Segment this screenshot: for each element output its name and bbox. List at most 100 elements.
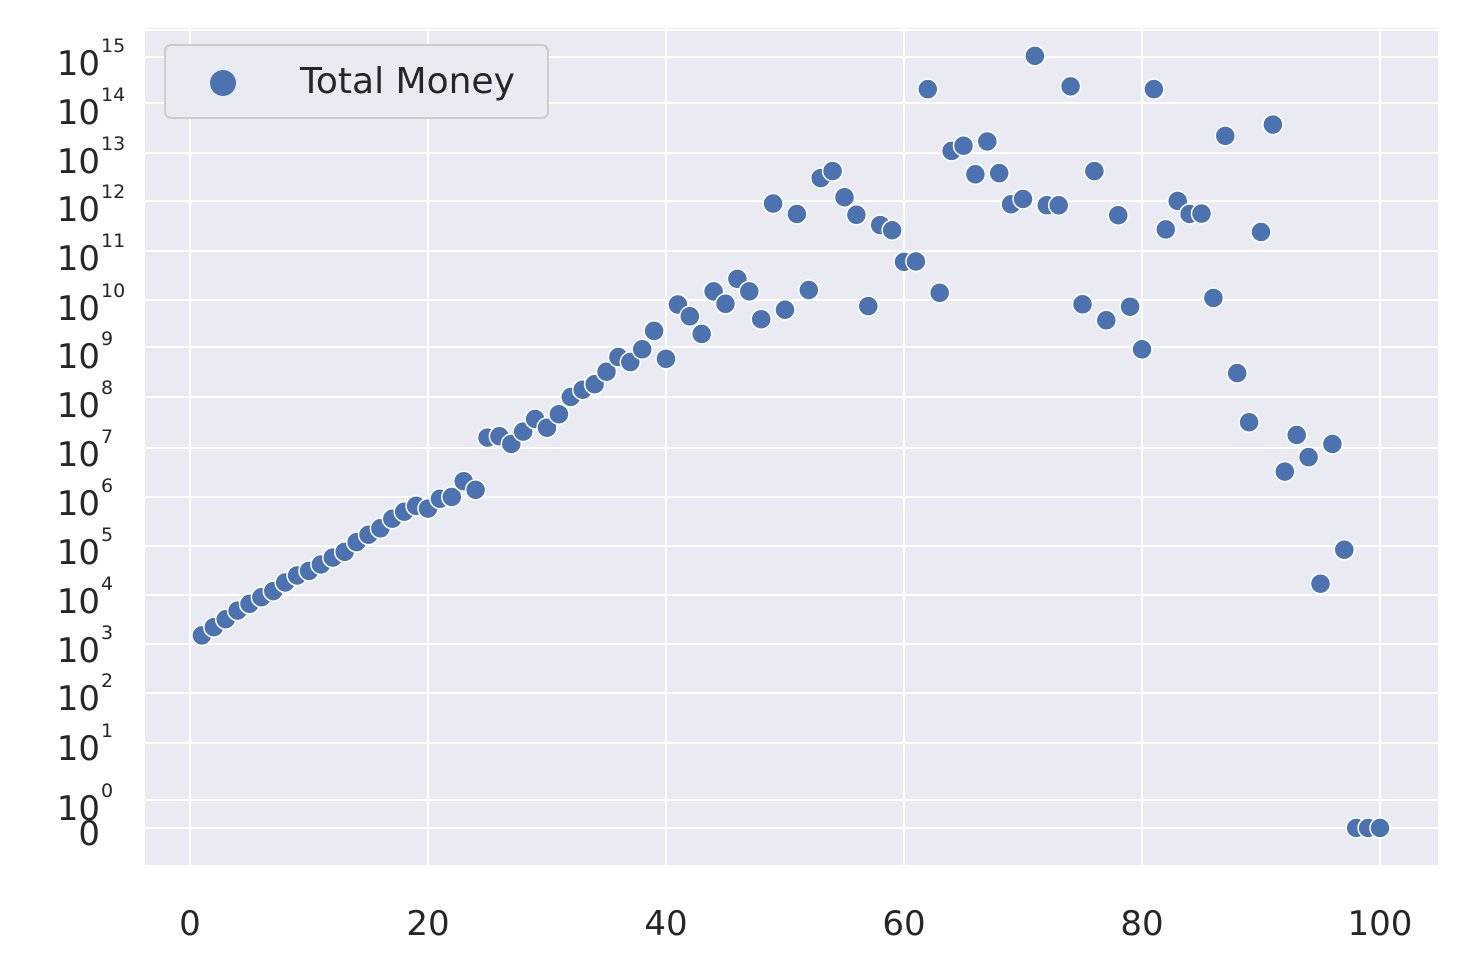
data-point [988, 162, 1010, 184]
y-tick-base: 10 [57, 729, 100, 769]
data-point [1012, 188, 1034, 210]
legend-box [164, 44, 549, 119]
y-tick-label: 10 2 [57, 670, 113, 719]
y-tick-label: 10 8 [57, 377, 113, 426]
y-tick-exponent: 13 [101, 133, 125, 155]
data-point [1214, 125, 1237, 147]
y-tick-exponent: 14 [101, 84, 125, 106]
y-tick-exponent: 9 [101, 328, 113, 350]
data-point [1238, 411, 1260, 433]
y-tick-base: 10 [57, 484, 100, 524]
x-tick-label: 80 [1120, 904, 1163, 944]
y-tick-exponent: 3 [101, 622, 113, 644]
y-tick-base: 10 [57, 679, 100, 719]
data-point [679, 305, 701, 328]
y-tick-label: 10 4 [57, 573, 113, 622]
data-point [595, 360, 618, 383]
y-tick-label: 10 5 [57, 524, 113, 573]
legend: Total Money [164, 44, 549, 119]
data-point [655, 348, 677, 370]
y-tick-base: 10 [57, 631, 100, 671]
y-tick-label: 10 13 [57, 133, 125, 182]
data-point [774, 299, 796, 321]
y-tick-label: 10 10 [57, 280, 125, 329]
y-tick-exponent: 1 [101, 720, 113, 742]
data-point [1047, 194, 1070, 217]
y-tick-exponent: 6 [101, 475, 113, 497]
y-tick-label: 0 [78, 814, 100, 854]
data-point [1024, 45, 1046, 67]
y-tick-base: 10 [57, 582, 100, 622]
data-point [464, 479, 487, 501]
y-tick-label: 10 15 [57, 35, 125, 84]
data-point [1155, 218, 1177, 241]
data-point [548, 403, 570, 425]
data-point [690, 323, 713, 345]
y-tick-base: 10 [57, 533, 100, 573]
data-point [536, 416, 558, 439]
data-point [845, 204, 868, 226]
data-point [1083, 160, 1106, 182]
x-tick-label: 0 [179, 904, 201, 944]
y-tick-exponent: 12 [101, 181, 125, 203]
y-tick-exponent: 11 [101, 230, 125, 252]
data-point [964, 163, 987, 186]
data-point [1309, 572, 1332, 595]
data-point [881, 219, 903, 242]
data-point [1190, 202, 1213, 225]
plot-background [145, 28, 1438, 865]
data-point [917, 78, 939, 100]
data-point [1202, 287, 1225, 309]
x-tick-label: 100 [1348, 904, 1413, 944]
data-point [1333, 538, 1356, 561]
y-tick-exponent: 7 [101, 426, 113, 448]
data-point [798, 279, 820, 301]
y-tick-base: 0 [78, 814, 100, 854]
data-point [1095, 309, 1118, 332]
x-tick-label: 60 [882, 904, 925, 944]
data-point [1226, 362, 1248, 384]
data-point [643, 320, 665, 342]
data-point [750, 308, 772, 330]
data-point [738, 280, 761, 303]
data-point [1107, 204, 1129, 226]
y-tick-base: 10 [57, 239, 100, 279]
y-tick-label: 10 9 [57, 328, 113, 377]
y-tick-base: 10 [57, 386, 100, 426]
data-point [976, 130, 999, 153]
y-tick-base: 10 [57, 435, 100, 475]
x-grid-lines [189, 28, 1381, 865]
y-tick-label: 10 11 [57, 230, 125, 279]
data-point [1297, 446, 1320, 468]
data-point [928, 282, 951, 304]
data-point [821, 160, 844, 182]
legend-marker [210, 70, 236, 96]
y-tick-label: 10 3 [57, 622, 113, 671]
y-tick-base: 10 [57, 190, 100, 230]
legend-label: Total Money [299, 61, 515, 102]
data-point [1059, 75, 1082, 98]
data-point [1285, 424, 1308, 446]
data-point [1143, 78, 1165, 100]
y-tick-label: 10 12 [57, 181, 125, 230]
y-tick-exponent: 2 [101, 670, 113, 692]
y-tick-exponent: 0 [101, 780, 113, 802]
y-tick-base: 10 [57, 44, 100, 84]
data-point [905, 250, 927, 273]
data-point [762, 192, 784, 215]
y-tick-label: 10 6 [57, 475, 113, 524]
data-point [952, 134, 975, 157]
data-points [191, 45, 1391, 839]
y-tick-label: 10 14 [57, 84, 125, 133]
data-point [1250, 221, 1272, 243]
data-point [833, 186, 856, 208]
x-tick-label: 40 [644, 904, 687, 944]
x-tick-labels: 0 20 40 60 80 100 [179, 904, 1412, 944]
y-tick-exponent: 15 [101, 35, 125, 57]
y-tick-base: 10 [57, 337, 100, 377]
data-point [441, 486, 463, 508]
data-point [857, 295, 880, 317]
